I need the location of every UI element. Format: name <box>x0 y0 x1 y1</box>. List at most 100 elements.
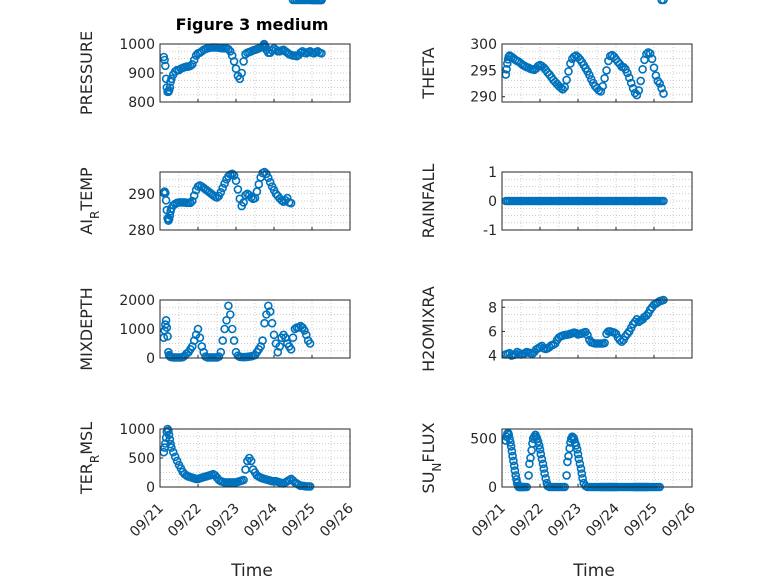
subplot-mixdepth: 0 1000 2000 MIXDEPTH <box>77 0 351 371</box>
data-point <box>634 86 644 95</box>
data-point <box>508 451 517 461</box>
x-tick-label: 09/22 <box>165 501 205 541</box>
series-points <box>501 196 668 206</box>
data-point <box>647 54 657 64</box>
y-tick-label: 500 <box>470 432 497 448</box>
data-point <box>506 438 515 447</box>
data-point <box>598 81 608 91</box>
data-point <box>231 176 241 185</box>
data-point <box>195 333 205 343</box>
data-point <box>535 444 545 454</box>
data-point <box>170 452 180 462</box>
data-point <box>216 347 226 357</box>
data-point <box>619 62 628 72</box>
data-point <box>558 85 568 94</box>
data-point <box>305 482 315 491</box>
data-point <box>317 0 326 5</box>
series-points <box>159 39 326 97</box>
y-tick-label: 290 <box>470 90 497 106</box>
data-point <box>189 55 199 65</box>
data-point <box>571 441 581 450</box>
data-point <box>624 73 634 82</box>
data-point <box>224 301 233 311</box>
data-point <box>539 464 549 473</box>
data-point <box>163 331 172 341</box>
data-point <box>188 196 197 206</box>
y-axis-label-3: RAINFALL <box>419 164 438 239</box>
subplot-rainfall: -1 0 1 RAINFALL <box>419 164 693 239</box>
x-tick-label: 09/24 <box>241 500 281 540</box>
data-point <box>224 44 233 54</box>
axes-frame <box>501 299 693 359</box>
axes-frame <box>159 43 351 103</box>
data-point <box>562 75 571 85</box>
data-point <box>600 338 609 348</box>
x-tick-label: 09/23 <box>545 501 585 541</box>
y-tick-label: 290 <box>128 187 155 203</box>
data-point <box>578 473 587 483</box>
y-tick-label: 6 <box>488 324 497 340</box>
y-tick-label: 8 <box>488 300 497 316</box>
data-point <box>263 173 273 183</box>
data-point <box>193 324 203 334</box>
data-point <box>265 307 275 316</box>
data-point <box>164 426 173 436</box>
data-point <box>583 330 592 340</box>
y-axis-label-2: AIRTEMP <box>77 167 102 235</box>
data-point <box>572 444 582 454</box>
data-point <box>169 447 178 457</box>
y-axis-label-7: SUNFLUX <box>419 423 444 494</box>
data-point <box>286 344 296 354</box>
data-point <box>220 179 229 188</box>
y-axis-label-1: THETA <box>419 47 438 99</box>
data-point <box>258 336 267 345</box>
data-point <box>511 471 521 480</box>
data-point <box>540 469 549 478</box>
data-point <box>510 466 520 475</box>
data-point <box>222 315 231 325</box>
data-point <box>573 449 583 459</box>
y-tick-label: 900 <box>128 66 155 82</box>
x-axis-label-right: Time <box>572 561 615 581</box>
data-point <box>233 185 243 194</box>
x-tick-label: 09/22 <box>507 501 547 541</box>
data-point <box>538 459 548 469</box>
data-point <box>188 60 197 69</box>
y-tick-label: 0 <box>488 480 497 496</box>
series-points <box>159 0 326 362</box>
data-point <box>504 430 514 440</box>
data-point <box>218 336 227 345</box>
data-point <box>509 456 518 466</box>
data-point <box>502 65 511 74</box>
x-tick-label: 09/25 <box>621 501 661 541</box>
x-tick-label: 09/26 <box>659 500 699 540</box>
subplot-air-temp: 280 290 AIRTEMP <box>77 0 351 239</box>
axes-frame <box>501 43 693 103</box>
axes-frame <box>501 171 693 231</box>
axes-frame <box>159 299 351 359</box>
data-point <box>288 333 298 343</box>
y-tick-label: 295 <box>470 63 497 79</box>
data-point <box>161 196 171 205</box>
data-point <box>286 198 296 208</box>
y-tick-label: 1000 <box>119 37 155 53</box>
y-tick-label: 280 <box>128 223 155 239</box>
data-point <box>269 330 279 340</box>
data-point <box>657 84 666 93</box>
y-tick-label: 1000 <box>119 422 155 438</box>
data-point <box>300 326 309 335</box>
y-tick-label: 800 <box>128 95 155 111</box>
y-tick-label: 1 <box>488 165 497 181</box>
data-point <box>576 464 586 473</box>
data-point <box>651 71 661 80</box>
y-tick-label: -1 <box>483 223 497 239</box>
data-point <box>164 214 174 224</box>
data-point <box>655 79 665 88</box>
data-point <box>507 446 517 456</box>
y-tick-label: 0 <box>146 480 155 496</box>
data-point <box>524 471 533 480</box>
x-tick-label: 09/26 <box>317 500 357 540</box>
data-point <box>227 324 237 334</box>
